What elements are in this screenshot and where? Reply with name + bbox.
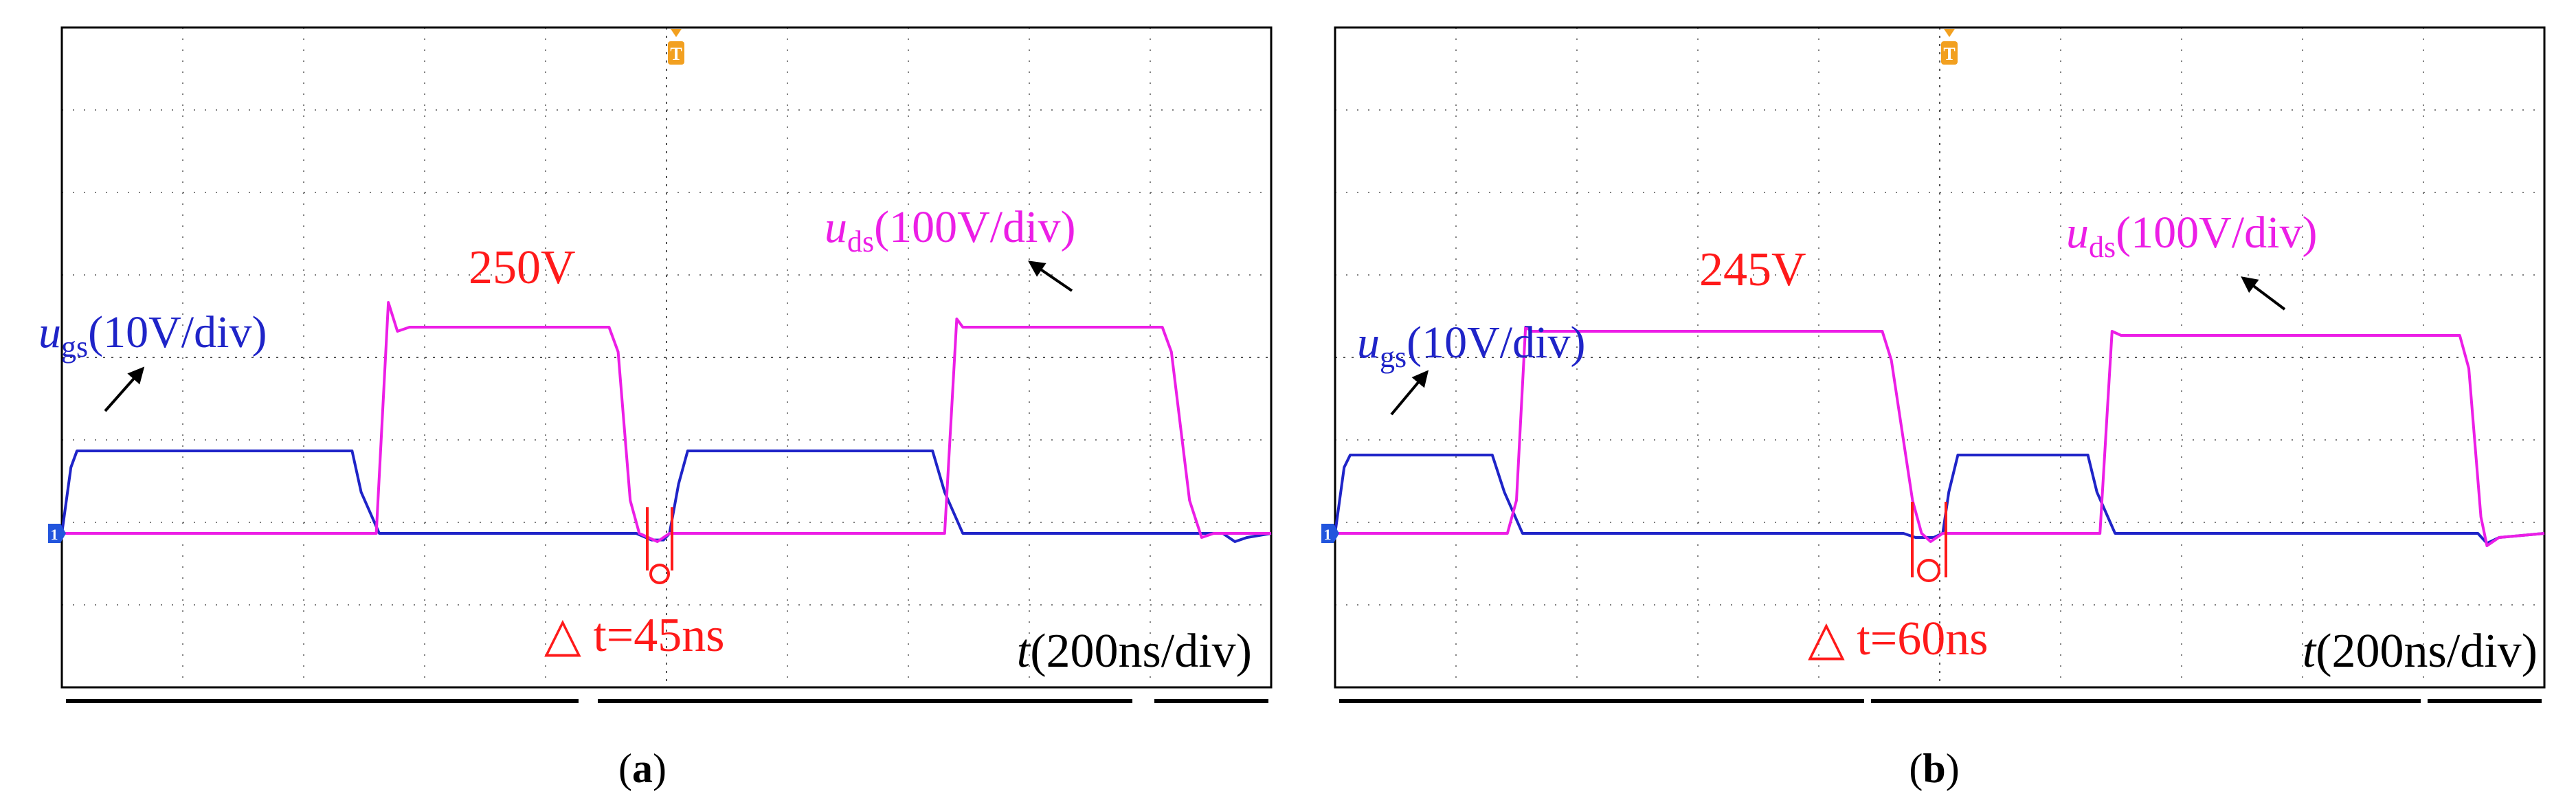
uds-label: uds(100V/div) xyxy=(2066,208,2317,264)
delta-t-label: △ t=60ns xyxy=(1808,612,1989,665)
panel-b: T 1 ugs(10V/div) uds(100V/div) 245V △ t=… xyxy=(1321,26,2546,703)
ugs-arrow xyxy=(104,366,145,412)
channel-1-marker-label: 1 xyxy=(51,526,58,543)
uds-trace xyxy=(62,301,1271,543)
delta-t-marker xyxy=(1911,502,1947,582)
scope-grid xyxy=(1335,27,2544,687)
panel-b-label: (b) xyxy=(1909,746,1959,791)
spike-voltage-label: 250V xyxy=(469,241,576,294)
channel-1-marker-label: 1 xyxy=(1324,526,1332,543)
scope-screen-border xyxy=(1334,26,2546,689)
ugs-label: ugs(10V/div) xyxy=(1357,318,1585,374)
uds-trace xyxy=(1335,326,2545,547)
trace-layer xyxy=(1334,326,2545,547)
ugs-label: ugs(10V/div) xyxy=(38,307,267,364)
panel-a-label: (a) xyxy=(618,746,667,791)
delta-t-marker xyxy=(646,507,673,584)
spike-voltage-label: 245V xyxy=(1699,243,1806,296)
trace-layer xyxy=(60,301,1272,543)
time-scale-label: t(200ns/div) xyxy=(1017,625,1252,678)
uds-arrow xyxy=(2241,276,2286,311)
uds-arrow xyxy=(1028,261,1073,292)
ugs-arrow xyxy=(1390,370,1429,416)
delta-t-label: △ t=45ns xyxy=(544,609,725,662)
trigger-marker: T xyxy=(668,29,684,65)
channel-1-marker: 1 xyxy=(1321,524,1339,543)
trigger-marker-label: T xyxy=(670,44,682,64)
channel-1-marker: 1 xyxy=(48,524,66,543)
trigger-marker-label: T xyxy=(1943,44,1955,64)
trigger-marker: T xyxy=(1941,29,1958,65)
panel-a: T 1 ugs(10V/div) uds(100V/div) 250V △ t=… xyxy=(38,26,1273,703)
uds-label: uds(100V/div) xyxy=(825,202,1075,258)
time-scale-label: t(200ns/div) xyxy=(2303,625,2538,678)
scope-screen-border xyxy=(60,26,1273,689)
ugs-trace xyxy=(60,450,1272,543)
scope-grid xyxy=(62,27,1271,687)
